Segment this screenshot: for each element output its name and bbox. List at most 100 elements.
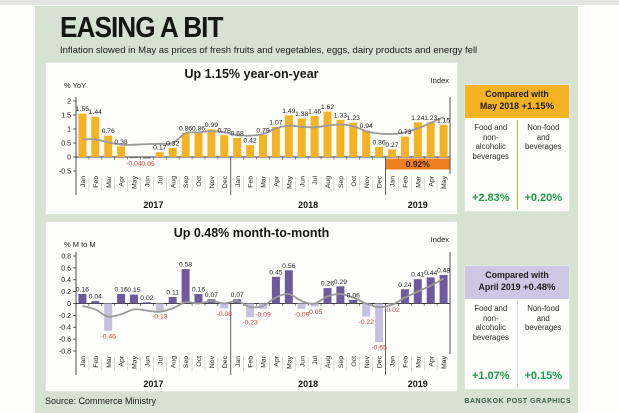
mom-bar <box>220 303 229 309</box>
value-label: 0.16 <box>192 287 205 294</box>
month-label: Nov <box>364 175 371 188</box>
value-label: -0.05 <box>307 309 323 316</box>
compare-may2018-panel: Compared with May 2018 +1.15% Food and n… <box>464 84 570 212</box>
value-label: 1.46 <box>308 109 321 116</box>
value-label: 0.68 <box>231 131 244 138</box>
value-label: 0.48 <box>437 268 450 275</box>
mom-bar <box>349 299 358 304</box>
credit-text: BANGKOK POST GRAPHICS <box>464 398 571 405</box>
nonfood-column-value: +0.20% <box>524 192 563 204</box>
mom-index-axis-label: Index <box>430 235 449 244</box>
value-label: 0.06 <box>347 292 360 299</box>
month-label: Apr <box>273 175 280 186</box>
value-label: 0.07 <box>205 292 218 299</box>
month-label: Aug <box>325 356 332 368</box>
year-label: 2017 <box>143 379 163 389</box>
yoy-bar <box>400 136 409 157</box>
value-label: 0.11 <box>166 290 179 297</box>
mom-bar <box>400 289 409 304</box>
month-label: Oct <box>351 176 358 187</box>
value-label: 1.55 <box>76 106 89 113</box>
mom-chart-title: Up 0.48% month-to-month <box>173 226 330 240</box>
yoy-bar <box>362 130 371 157</box>
month-label: May <box>441 175 448 188</box>
month-label: Feb <box>93 356 100 368</box>
yoy-bar <box>117 146 126 157</box>
food-column: Food and non-alcoholic beverages +2.83% <box>465 118 517 211</box>
value-label: 0.56 <box>282 263 295 270</box>
index-line <box>82 116 444 146</box>
value-label: 0.16 <box>76 287 89 294</box>
nonfood-column-value: +0.15% <box>524 370 563 382</box>
column-divider <box>516 301 518 387</box>
mom-bar <box>284 270 293 304</box>
yoy-bar <box>323 111 332 157</box>
value-label: 1.07 <box>269 120 282 127</box>
value-label: 0.15 <box>127 287 140 294</box>
compare-header-period: April 2019 <box>478 281 521 292</box>
value-label: 0.17 <box>153 145 166 152</box>
month-label: Jul <box>312 176 319 185</box>
mom-bar <box>362 303 371 317</box>
y-tick-label: -0.8 <box>59 348 71 355</box>
yoy-bar <box>297 118 306 157</box>
highlight-label: 0.92% <box>406 159 431 169</box>
yoy-bar <box>246 145 255 157</box>
mom-bar <box>117 294 126 304</box>
month-label: Mar <box>261 175 268 187</box>
compare-header-line1: Compared with <box>485 89 549 99</box>
year-label: 2019 <box>408 379 428 389</box>
value-label: 0.44 <box>424 270 437 277</box>
month-label: Dec <box>222 175 229 188</box>
value-label: 0.04 <box>89 294 102 301</box>
food-column-value: +1.07% <box>471 370 510 382</box>
month-label: Apr <box>273 355 280 366</box>
yoy-bar <box>349 122 358 157</box>
year-label: 2019 <box>408 200 428 210</box>
yoy-bar <box>155 152 164 157</box>
compare-header-value: +0.48% <box>523 281 556 293</box>
food-column-label: Food and non-alcoholic beverages <box>472 304 509 343</box>
month-label: Apr <box>119 355 126 366</box>
month-label: Apr <box>428 175 435 186</box>
yoy-bar <box>91 116 100 157</box>
month-label: Oct <box>196 356 203 367</box>
mom-bar <box>271 276 280 304</box>
y-tick-label: 0.4 <box>61 277 71 284</box>
index-line <box>82 277 445 318</box>
mom-bar <box>439 275 448 304</box>
y-tick-label: -0.2 <box>59 313 71 320</box>
value-label: 1.38 <box>295 111 308 118</box>
month-label: Dec <box>222 355 229 368</box>
value-label: 0.99 <box>205 122 218 129</box>
value-label: 0.79 <box>256 127 269 134</box>
month-label: Feb <box>402 356 409 368</box>
month-label: Dec <box>377 355 384 368</box>
mom-bar <box>130 294 138 304</box>
compare-columns: Food and non-alcoholic beverages +1.07% … <box>465 299 569 389</box>
highlight-badge <box>386 158 450 170</box>
value-label: 0.76 <box>102 128 115 135</box>
month-label: Nov <box>209 175 216 188</box>
compare-april2019-panel: Compared with April 2019 +0.48% Food and… <box>464 265 570 390</box>
nonfood-column: Non-food and beverages +0.20% <box>518 118 570 211</box>
y-tick-label: 0.8 <box>61 253 71 260</box>
value-label: -0.09 <box>294 311 310 318</box>
month-label: Jun <box>299 176 306 187</box>
value-label: 1.23 <box>424 115 437 122</box>
yoy-bar <box>142 157 151 159</box>
page-edge-strip <box>0 0 619 5</box>
yoy-bar <box>78 113 87 157</box>
month-label: Oct <box>351 356 358 367</box>
month-label: Jan <box>235 356 242 367</box>
value-label: -0.09 <box>255 311 271 318</box>
month-label: Sep <box>338 176 345 188</box>
mom-bar <box>194 294 203 304</box>
yoy-bar <box>310 116 319 157</box>
month-label: Jan <box>390 176 397 187</box>
month-label: Mar <box>106 175 113 187</box>
value-label: 0.41 <box>411 272 424 279</box>
y-tick-label: -0.6 <box>59 337 71 344</box>
month-label: Feb <box>402 176 409 188</box>
month-label: Sep <box>338 356 345 368</box>
